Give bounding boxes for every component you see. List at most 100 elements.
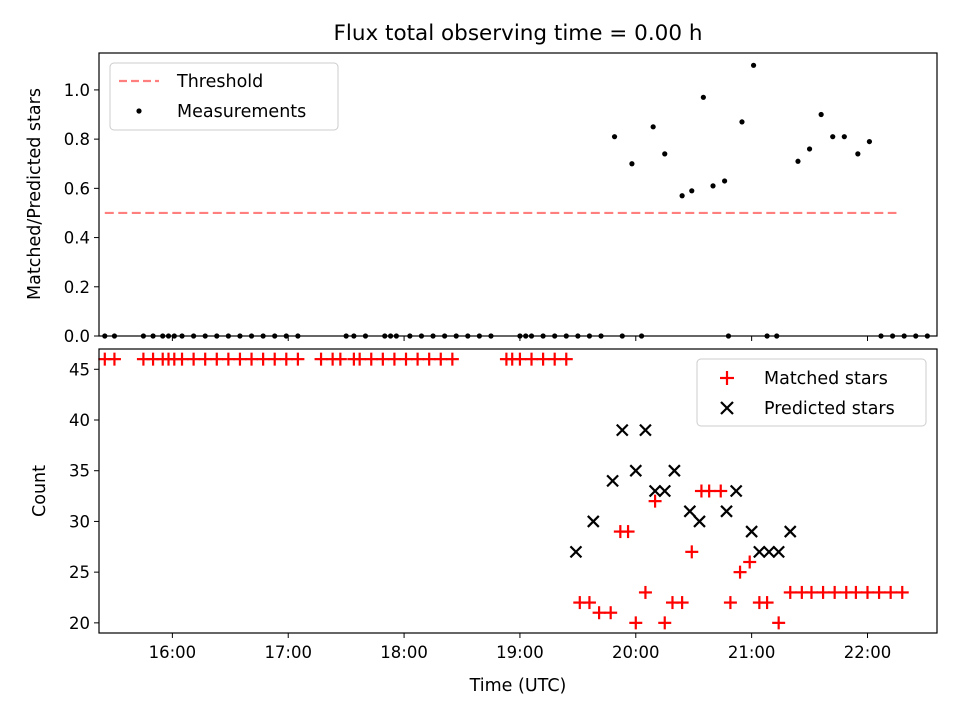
matched-star-point [210, 352, 224, 366]
predicted-star-point [587, 515, 600, 528]
matched-star-point [513, 352, 527, 366]
count-points [98, 352, 909, 630]
x-tick-label: 17:00 [264, 643, 312, 662]
matched-star-point [364, 352, 378, 366]
predicted-star-point [729, 484, 743, 498]
matched-star-point [333, 352, 347, 366]
x-tick-label: 22:00 [844, 643, 892, 662]
matched-star-point [604, 606, 618, 620]
matched-star-point [804, 585, 818, 599]
measurement-point [710, 183, 716, 189]
bottom-y-axis-label: Count [30, 465, 50, 517]
bottom-y-tick-label: 30 [69, 512, 90, 531]
matched-star-point [895, 585, 909, 599]
bottom-legend: Matched stars Predicted stars [696, 358, 927, 427]
matched-star-point [723, 596, 737, 610]
matched-star-point [884, 585, 898, 599]
predicted-star-point [569, 545, 583, 559]
measurement-point [629, 161, 635, 167]
matched-star-point [245, 352, 259, 366]
measurement-point [662, 151, 668, 157]
matched-star-point [422, 352, 436, 366]
matched-star-point [559, 352, 573, 366]
x-tick-label: 19:00 [496, 643, 544, 662]
predicted-star-point [615, 423, 629, 437]
predicted-star-point [762, 545, 776, 559]
top-legend-box [109, 62, 339, 131]
matched-legend-swatch [720, 371, 734, 385]
matched-star-point [434, 352, 448, 366]
bottom-y-tick-label: 25 [69, 563, 90, 582]
predicted-star-point [668, 464, 681, 477]
measurements-legend-label: Measurements [177, 102, 306, 122]
top-axes-frame [98, 52, 938, 337]
matched-star-point [760, 596, 774, 610]
measurement-point [855, 151, 861, 157]
x-tick-label: 21:00 [728, 643, 776, 662]
matched-star-point [536, 352, 550, 366]
predicted-star-point [629, 464, 643, 477]
measurement-point [841, 134, 847, 140]
predicted-star-point [693, 515, 706, 528]
matched-star-point [772, 616, 786, 630]
threshold-legend-label: Threshold [176, 72, 263, 92]
measurement-point [679, 193, 685, 199]
top-legend: Threshold Measurements [109, 62, 339, 131]
predicted-star-point [683, 505, 697, 518]
matched-star-point [638, 585, 652, 599]
predicted-star-point [648, 484, 662, 498]
matched-star-point [743, 555, 757, 569]
matched-star-point [187, 352, 201, 366]
x-tick-label: 16:00 [149, 643, 197, 662]
matched-star-point [268, 352, 282, 366]
top-y-tick-label: 0.2 [64, 278, 90, 297]
top-y-ticks: 0.0 0.2 0.4 0.6 0.8 1.0 [64, 81, 868, 346]
matched-star-point [525, 352, 539, 366]
measurement-point [700, 94, 706, 100]
matched-star-point [548, 352, 562, 366]
matched-star-point [783, 585, 797, 599]
top-y-tick-label: 0.0 [64, 327, 90, 346]
matched-star-point [629, 616, 643, 630]
matched-star-point [849, 585, 863, 599]
predicted-star-point [753, 545, 766, 559]
matched-star-point [675, 596, 689, 610]
measurement-point [722, 178, 728, 184]
top-y-axis-label: Matched/Predicted stars [25, 88, 45, 300]
bottom-y-tick-label: 20 [69, 614, 90, 633]
matched-star-point [648, 494, 662, 508]
bottom-ticks: 20 25 30 35 40 45 16:00 17:00 18:00 19:00 20:00 21:… [69, 360, 891, 662]
bottom-panel: 20 25 30 35 40 45 16:00 17:00 18:00 19:00 20:00 21:… [30, 348, 938, 696]
predicted-star-point [606, 474, 619, 488]
top-y-tick-label: 1.0 [64, 81, 90, 100]
matched-star-point [376, 352, 390, 366]
measurement-point [818, 111, 824, 118]
matched-star-point [353, 352, 367, 366]
matched-star-point [411, 352, 425, 366]
predicted-star-point [720, 505, 733, 518]
matched-star-point [387, 352, 401, 366]
top-y-tick-label: 0.4 [64, 229, 90, 248]
x-axis-label: Time (UTC) [469, 676, 567, 696]
measurements-legend-swatch [136, 108, 142, 114]
bottom-axes-frame [98, 348, 938, 634]
matched-star-point [685, 545, 699, 559]
matched-star-point [860, 585, 874, 599]
matched-legend-label: Matched stars [764, 369, 888, 389]
predicted-legend-label: Predicted stars [764, 399, 895, 419]
measurement-point [739, 119, 745, 125]
bottom-legend-box [696, 358, 927, 427]
matched-star-point [592, 606, 606, 620]
chart-title: Flux total observing time = 0.00 h [334, 21, 703, 46]
predicted-star-point [745, 525, 758, 538]
matched-star-point [233, 352, 247, 366]
matched-star-point [816, 585, 830, 599]
measurement-point [750, 62, 757, 68]
matched-star-point [733, 565, 747, 579]
x-tick-label: 20:00 [612, 643, 660, 662]
matched-star-point [198, 352, 212, 366]
measurement-point [806, 146, 813, 152]
matched-star-point [658, 616, 672, 630]
measurement-point [689, 188, 695, 194]
